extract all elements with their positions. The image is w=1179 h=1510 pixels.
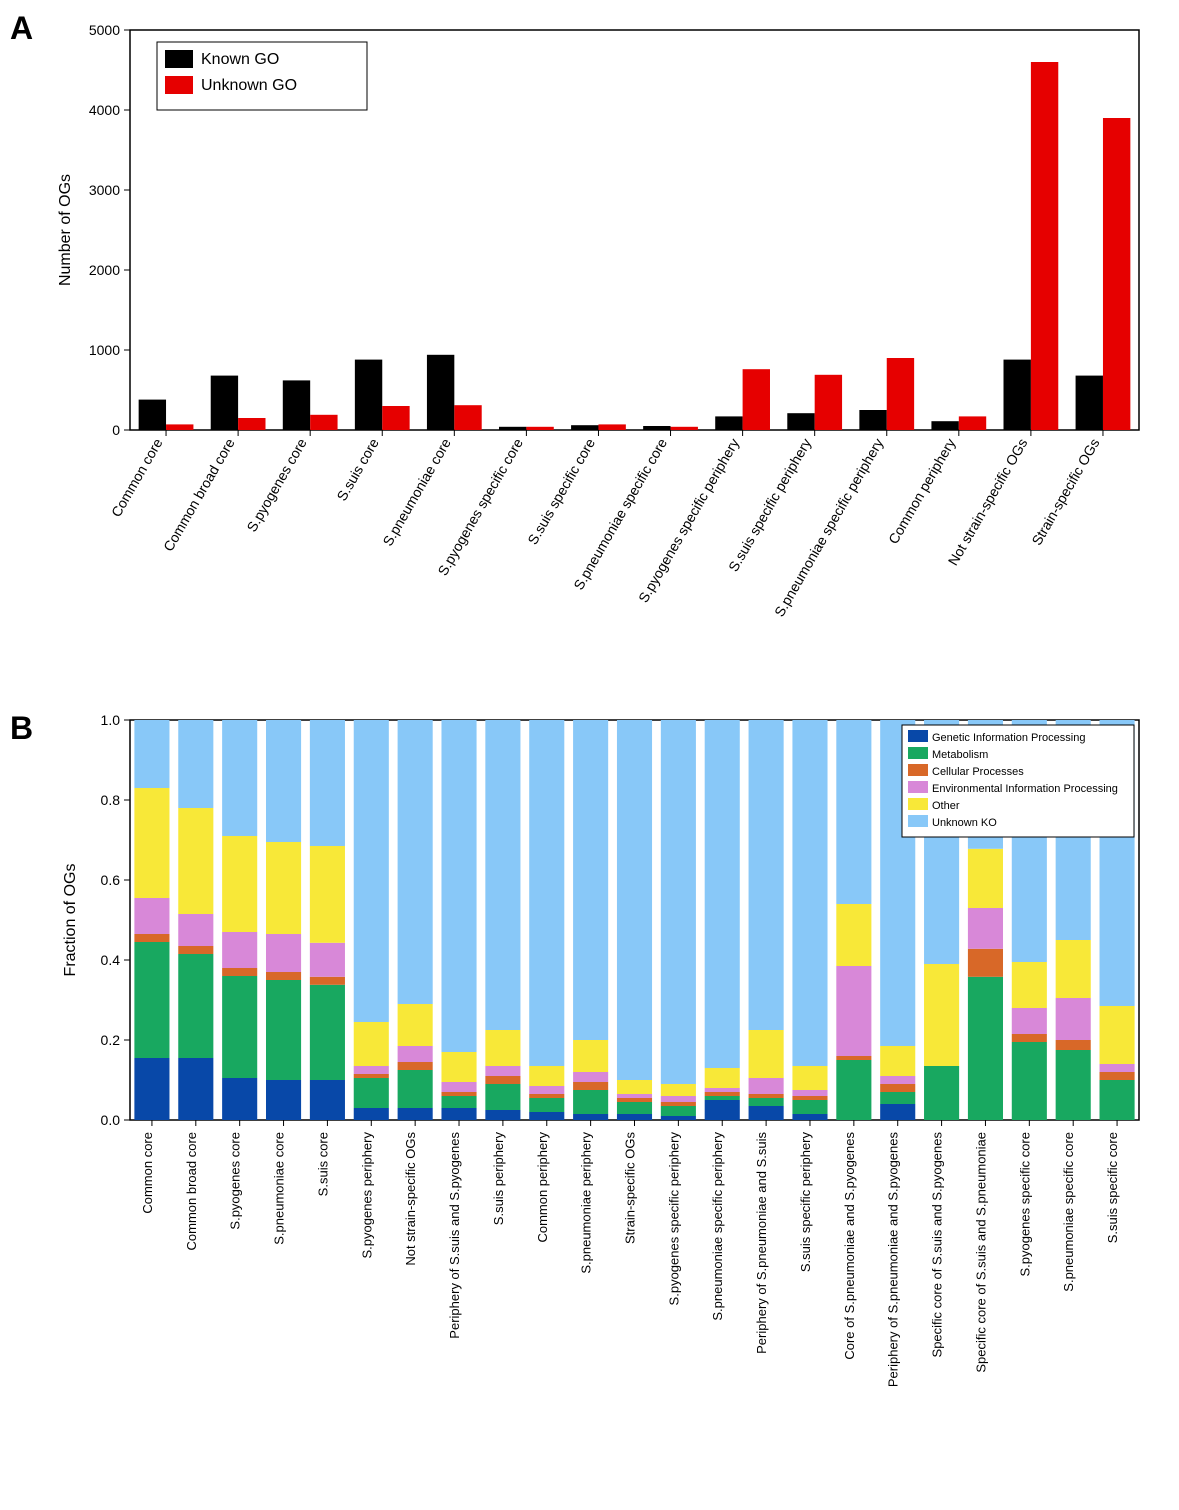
svg-text:Unknown KO: Unknown KO (932, 817, 997, 829)
svg-text:Periphery of S.pneumoniae and: Periphery of S.pneumoniae and S.suis (754, 1132, 769, 1354)
panel-a-label: A (10, 10, 33, 47)
panel-b-label: B (10, 710, 33, 747)
svg-text:S.pyogenes core: S.pyogenes core (228, 1132, 243, 1230)
svg-text:Other: Other (932, 800, 960, 812)
panel-b: B 0.0 0.2 0.4 0.6 0.8 1.0 Fraction of OGs Commo… (10, 710, 1169, 1480)
svg-text:0.2: 0.2 (101, 1032, 121, 1048)
svg-text:S.suis specific core: S.suis specific core (1105, 1132, 1120, 1243)
svg-text:1.0: 1.0 (101, 712, 121, 728)
svg-text:Strain-specific OGs: Strain-specific OGs (623, 1132, 638, 1244)
svg-text:0.0: 0.0 (101, 1112, 121, 1128)
svg-text:S.pneumoniae specific peripher: S.pneumoniae specific periphery (710, 1132, 725, 1321)
svg-text:Cellular Processes: Cellular Processes (932, 766, 1024, 778)
svg-text:Number of OGs: Number of OGs (57, 174, 74, 286)
svg-text:0.6: 0.6 (101, 872, 121, 888)
svg-text:0.4: 0.4 (101, 952, 121, 968)
svg-text:S.pyogenes specific core: S.pyogenes specific core (434, 435, 526, 578)
svg-text:Not strain-specific OGs: Not strain-specific OGs (945, 436, 1031, 569)
svg-text:Environmental Information Proc: Environmental Information Processing (932, 783, 1118, 795)
svg-text:S.suis periphery: S.suis periphery (491, 1132, 506, 1226)
svg-text:5000: 5000 (89, 22, 120, 38)
svg-text:S.pyogenes specific periphery: S.pyogenes specific periphery (666, 1132, 681, 1306)
svg-text:S.suis specific periphery: S.suis specific periphery (725, 436, 814, 575)
svg-text:S.suis core: S.suis core (333, 435, 382, 503)
svg-text:Common core: Common core (140, 1132, 155, 1214)
svg-text:Periphery of S.suis and S.pyog: Periphery of S.suis and S.pyogenes (447, 1132, 462, 1339)
stacked-bar-chart: 0.0 0.2 0.4 0.6 0.8 1.0 Fraction of OGs Common … (10, 710, 1169, 1480)
svg-text:S.pyogenes periphery: S.pyogenes periphery (359, 1132, 374, 1259)
svg-text:S.pyogenes core: S.pyogenes core (243, 435, 309, 534)
svg-text:S.pneumoniae periphery: S.pneumoniae periphery (579, 1132, 594, 1274)
svg-text:S.suis specific periphery: S.suis specific periphery (798, 1132, 813, 1273)
svg-text:S.suis core: S.suis core (315, 1132, 330, 1196)
svg-text:Specific core of S.suis and S.: Specific core of S.suis and S.pyogenes (930, 1132, 945, 1358)
svg-text:0.8: 0.8 (101, 792, 121, 808)
svg-text:Fraction of OGs: Fraction of OGs (62, 864, 79, 977)
svg-text:S.suis specific core: S.suis specific core (524, 435, 598, 547)
svg-text:S.pneumoniae specific core: S.pneumoniae specific core (1061, 1132, 1076, 1292)
svg-text:3000: 3000 (89, 182, 120, 198)
svg-text:Strain-specific OGs: Strain-specific OGs (1028, 436, 1102, 548)
svg-text:S.pyogenes specific core: S.pyogenes specific core (1017, 1132, 1032, 1277)
svg-text:S.pneumoniae core: S.pneumoniae core (379, 435, 454, 548)
svg-text:0: 0 (112, 422, 120, 438)
svg-text:Not strain-specific OGs: Not strain-specific OGs (403, 1132, 418, 1266)
svg-text:2000: 2000 (89, 262, 120, 278)
svg-text:Unknown GO: Unknown GO (201, 77, 297, 94)
svg-text:Core of S.pneumoniae and S.pyo: Core of S.pneumoniae and S.pyogenes (842, 1132, 857, 1360)
svg-text:Periphery of S.pneumoniae and: Periphery of S.pneumoniae and S.pyogenes (886, 1132, 901, 1388)
svg-text:Common core: Common core (108, 435, 166, 519)
svg-text:Common broad core: Common broad core (184, 1132, 199, 1251)
svg-text:Common periphery: Common periphery (885, 436, 958, 547)
svg-text:Common periphery: Common periphery (535, 1132, 550, 1243)
svg-text:Genetic Information Processing: Genetic Information Processing (932, 732, 1085, 744)
svg-text:S.pneumoniae core: S.pneumoniae core (272, 1132, 287, 1245)
svg-text:Known GO: Known GO (201, 51, 279, 68)
panel-a: A 0 1000 2000 3000 4000 5000 Number of OGs Comm… (10, 10, 1169, 690)
svg-text:1000: 1000 (89, 342, 120, 358)
svg-text:Common broad core: Common broad core (160, 435, 238, 554)
svg-text:4000: 4000 (89, 102, 120, 118)
svg-text:Specific core of S.suis and S.: Specific core of S.suis and S.pneumoniae (973, 1132, 988, 1373)
grouped-bar-chart: 0 1000 2000 3000 4000 5000 Number of OGs Common… (10, 10, 1169, 690)
svg-text:Metabolism: Metabolism (932, 749, 988, 761)
